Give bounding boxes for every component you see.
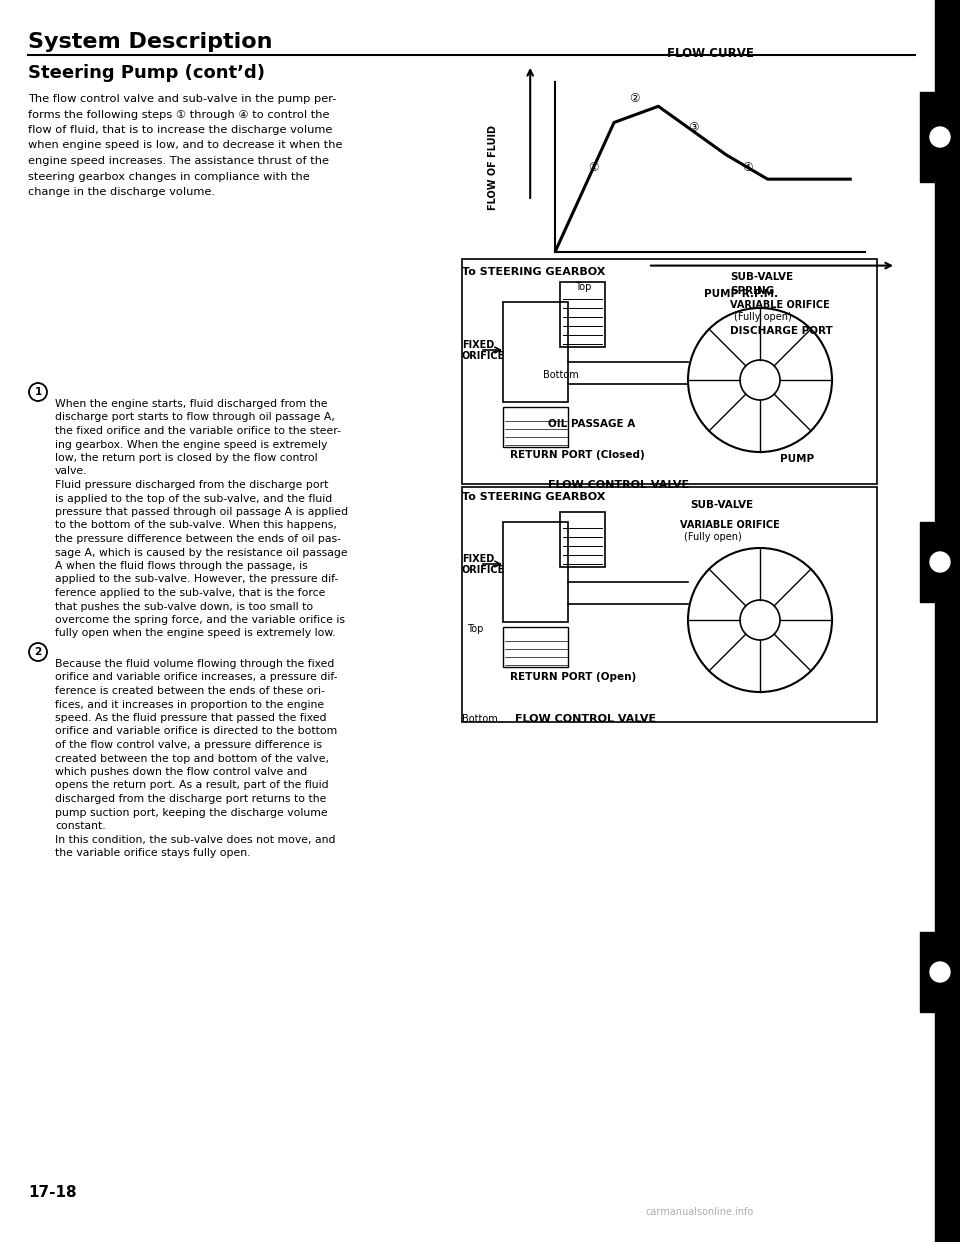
Circle shape	[924, 546, 956, 578]
Text: fully open when the engine speed is extremely low.: fully open when the engine speed is extr…	[55, 628, 336, 638]
Text: to the bottom of the sub-valve. When this happens,: to the bottom of the sub-valve. When thi…	[55, 520, 337, 530]
Text: FIXED: FIXED	[462, 340, 494, 350]
Text: the pressure difference between the ends of oil pas-: the pressure difference between the ends…	[55, 534, 341, 544]
Text: sage A, which is caused by the resistance oil passage: sage A, which is caused by the resistanc…	[55, 548, 348, 558]
Text: When the engine starts, fluid discharged from the: When the engine starts, fluid discharged…	[55, 399, 327, 409]
Circle shape	[930, 127, 950, 147]
Text: FLOW CONTROL VALVE: FLOW CONTROL VALVE	[515, 714, 656, 724]
Text: steering gearbox changes in compliance with the: steering gearbox changes in compliance w…	[28, 171, 310, 181]
Text: SUB-VALVE: SUB-VALVE	[690, 501, 754, 510]
Bar	[462, 487, 877, 722]
Text: SPRING: SPRING	[730, 286, 775, 296]
Text: Bottom: Bottom	[543, 370, 579, 380]
Circle shape	[924, 956, 956, 987]
Text: which pushes down the flow control valve and: which pushes down the flow control valve…	[55, 768, 307, 777]
Text: RETURN PORT (Closed): RETURN PORT (Closed)	[510, 450, 645, 460]
Text: opens the return port. As a result, part of the fluid: opens the return port. As a result, part…	[55, 780, 328, 790]
Bar	[935, 0, 960, 1242]
Text: change in the discharge volume.: change in the discharge volume.	[28, 188, 215, 197]
Text: created between the top and bottom of the valve,: created between the top and bottom of th…	[55, 754, 329, 764]
Text: OIL PASSAGE A: OIL PASSAGE A	[548, 419, 636, 428]
Text: ④: ④	[742, 161, 752, 174]
Text: FLOW CONTROL VALVE: FLOW CONTROL VALVE	[548, 479, 689, 491]
Text: of the flow control valve, a pressure difference is: of the flow control valve, a pressure di…	[55, 740, 322, 750]
Text: fices, and it increases in proportion to the engine: fices, and it increases in proportion to…	[55, 699, 324, 709]
Text: 17-18: 17-18	[28, 1185, 77, 1200]
Text: (Fully open): (Fully open)	[684, 532, 742, 542]
Text: PUMP: PUMP	[780, 455, 814, 465]
Text: VARIABLE ORIFICE: VARIABLE ORIFICE	[680, 520, 780, 530]
Bar	[503, 302, 568, 402]
Text: ORIFICE: ORIFICE	[462, 351, 505, 361]
Text: valve.: valve.	[55, 467, 87, 477]
Text: ORIFICE: ORIFICE	[462, 565, 505, 575]
Text: applied to the sub-valve. However, the pressure dif-: applied to the sub-valve. However, the p…	[55, 575, 338, 585]
Bar	[560, 512, 605, 568]
Text: SUB-VALVE: SUB-VALVE	[730, 272, 793, 282]
Text: System Description: System Description	[28, 32, 273, 52]
Text: The flow control valve and sub-valve in the pump per-: The flow control valve and sub-valve in …	[28, 94, 336, 104]
Bar	[560, 282, 605, 347]
Text: discharge port starts to flow through oil passage A,: discharge port starts to flow through oi…	[55, 412, 335, 422]
Text: Because the fluid volume flowing through the fixed: Because the fluid volume flowing through…	[55, 660, 334, 669]
Text: Bottom: Bottom	[462, 714, 497, 724]
Text: when engine speed is low, and to decrease it when the: when engine speed is low, and to decreas…	[28, 140, 343, 150]
Text: To STEERING GEARBOX: To STEERING GEARBOX	[462, 492, 606, 502]
Text: ③: ③	[688, 120, 699, 134]
Text: (Fully open): (Fully open)	[734, 312, 792, 322]
Text: ①: ①	[588, 161, 599, 174]
Text: orifice and variable orifice increases, a pressure dif-: orifice and variable orifice increases, …	[55, 672, 338, 683]
Text: overcome the spring force, and the variable orifice is: overcome the spring force, and the varia…	[55, 615, 345, 625]
Text: engine speed increases. The assistance thrust of the: engine speed increases. The assistance t…	[28, 156, 329, 166]
Text: forms the following steps ① through ④ to control the: forms the following steps ① through ④ to…	[28, 109, 329, 119]
Text: PUMP R.P.M.: PUMP R.P.M.	[704, 289, 778, 299]
Circle shape	[930, 551, 950, 573]
Text: Top: Top	[575, 282, 591, 292]
Text: To STEERING GEARBOX: To STEERING GEARBOX	[462, 267, 606, 277]
Text: that pushes the sub-valve down, is too small to: that pushes the sub-valve down, is too s…	[55, 601, 313, 611]
Text: In this condition, the sub-valve does not move, and: In this condition, the sub-valve does no…	[55, 835, 335, 845]
Text: FLOW CURVE: FLOW CURVE	[666, 47, 754, 60]
Bar	[920, 932, 960, 1012]
Text: ference applied to the sub-valve, that is the force: ference applied to the sub-valve, that i…	[55, 587, 325, 597]
Text: pump suction port, keeping the discharge volume: pump suction port, keeping the discharge…	[55, 807, 327, 817]
Text: pressure that passed through oil passage A is applied: pressure that passed through oil passage…	[55, 507, 348, 517]
Bar	[503, 522, 568, 622]
Text: Top: Top	[467, 623, 484, 633]
Text: VARIABLE ORIFICE: VARIABLE ORIFICE	[730, 301, 829, 310]
Text: ference is created between the ends of these ori-: ference is created between the ends of t…	[55, 686, 324, 696]
Text: the variable orifice stays fully open.: the variable orifice stays fully open.	[55, 848, 251, 858]
Text: speed. As the fluid pressure that passed the fixed: speed. As the fluid pressure that passed…	[55, 713, 326, 723]
Circle shape	[930, 963, 950, 982]
Text: flow of fluid, that is to increase the discharge volume: flow of fluid, that is to increase the d…	[28, 125, 332, 135]
Text: the fixed orifice and the variable orifice to the steer-: the fixed orifice and the variable orifi…	[55, 426, 341, 436]
Text: Steering Pump (cont’d): Steering Pump (cont’d)	[28, 65, 265, 82]
Bar	[920, 92, 960, 183]
Text: Fluid pressure discharged from the discharge port: Fluid pressure discharged from the disch…	[55, 479, 328, 491]
Bar	[920, 522, 960, 602]
Text: 1: 1	[35, 388, 41, 397]
Text: ing gearbox. When the engine speed is extremely: ing gearbox. When the engine speed is ex…	[55, 440, 327, 450]
Text: A when the fluid flows through the passage, is: A when the fluid flows through the passa…	[55, 561, 308, 571]
Text: RETURN PORT (Open): RETURN PORT (Open)	[510, 672, 636, 682]
Text: FIXED: FIXED	[462, 554, 494, 564]
Bar	[462, 260, 877, 484]
Text: ②: ②	[630, 92, 640, 104]
Text: constant.: constant.	[55, 821, 106, 831]
Text: 2: 2	[35, 647, 41, 657]
Text: is applied to the top of the sub-valve, and the fluid: is applied to the top of the sub-valve, …	[55, 493, 332, 503]
Bar	[503, 627, 568, 667]
Text: low, the return port is closed by the flow control: low, the return port is closed by the fl…	[55, 453, 318, 463]
Bar	[503, 407, 568, 447]
Text: orifice and variable orifice is directed to the bottom: orifice and variable orifice is directed…	[55, 727, 337, 737]
Text: DISCHARGE PORT: DISCHARGE PORT	[730, 325, 832, 337]
Text: discharged from the discharge port returns to the: discharged from the discharge port retur…	[55, 794, 326, 804]
Circle shape	[924, 120, 956, 153]
Text: FLOW OF FLUID: FLOW OF FLUID	[488, 124, 498, 210]
Text: carmanualsonline.info: carmanualsonline.info	[646, 1207, 755, 1217]
